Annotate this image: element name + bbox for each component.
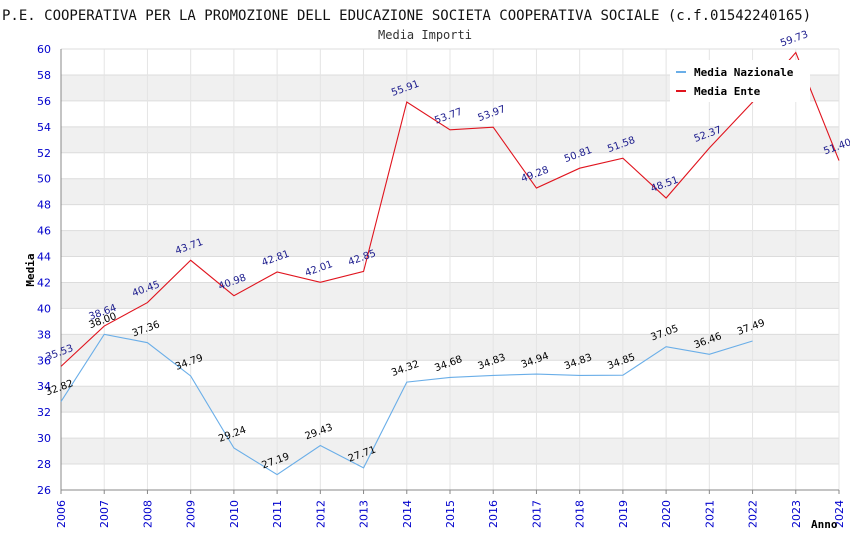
x-tick-label: 2024 (833, 500, 846, 528)
x-tick-label: 2018 (574, 500, 587, 528)
y-tick-label: 38 (37, 328, 51, 341)
x-tick-label: 2020 (660, 500, 673, 528)
y-tick-label: 28 (37, 458, 51, 471)
y-tick-label: 58 (37, 69, 51, 82)
y-tick-label: 44 (37, 251, 51, 264)
legend-label: Media Nazionale (694, 66, 794, 79)
y-tick-label: 36 (37, 354, 51, 367)
y-tick-label: 50 (37, 173, 51, 186)
y-tick-label: 46 (37, 225, 51, 238)
axes: 26 28 30 32 34 36 38 40 42 44 46 48 50 52 54 56 58 60 2006… (37, 43, 846, 528)
grid (60, 48, 840, 491)
legend: Media Nazionale Media Ente (670, 60, 810, 102)
x-tick-label: 2016 (487, 500, 500, 528)
series (60, 51, 840, 476)
y-tick-label: 30 (37, 432, 51, 445)
data-label: 53.77 (433, 106, 464, 126)
y-tick-label: 54 (37, 121, 51, 134)
chart-title: P.E. COOPERATIVA PER LA PROMOZIONE DELL … (2, 8, 811, 24)
legend-box (670, 60, 810, 102)
series-line-media-ente (60, 51, 840, 367)
chart-subtitle: Media Importi (378, 28, 472, 42)
x-tick-label: 2019 (617, 500, 630, 528)
x-axis-label: Anno (811, 518, 838, 531)
x-tick-label: 2011 (271, 500, 284, 528)
x-tick-label: 2010 (228, 500, 241, 528)
y-axis-label: Media (24, 253, 37, 286)
y-tick-label: 26 (37, 484, 51, 497)
x-tick-label: 2014 (401, 500, 414, 528)
data-label: 59.73 (779, 29, 810, 49)
x-tick-label: 2015 (444, 500, 457, 528)
x-tick-label: 2023 (790, 500, 803, 528)
data-label: 53.97 (476, 104, 507, 124)
series-line-media-nazionale (60, 333, 753, 476)
legend-label: Media Ente (694, 85, 761, 98)
x-tick-label: 2013 (358, 500, 371, 528)
y-tick-label: 52 (37, 147, 51, 160)
y-tick-label: 56 (37, 95, 51, 108)
data-label: 34.32 (390, 359, 421, 379)
x-tick-label: 2009 (185, 500, 198, 528)
y-tick-label: 40 (37, 302, 51, 315)
y-tick-label: 60 (37, 43, 51, 56)
x-tick-label: 2022 (747, 500, 760, 528)
y-tick-label: 48 (37, 199, 51, 212)
x-tick-label: 2021 (703, 500, 716, 528)
x-tick-label: 2017 (530, 500, 543, 528)
y-tick-label: 34 (37, 380, 51, 393)
x-tick-label: 2012 (314, 500, 327, 528)
x-tick-label: 2007 (98, 500, 111, 528)
data-label: 42.01 (304, 259, 335, 279)
y-tick-label: 32 (37, 406, 51, 419)
y-tick-label: 42 (37, 276, 51, 289)
x-tick-label: 2006 (55, 500, 68, 528)
x-tick-label: 2008 (141, 500, 154, 528)
